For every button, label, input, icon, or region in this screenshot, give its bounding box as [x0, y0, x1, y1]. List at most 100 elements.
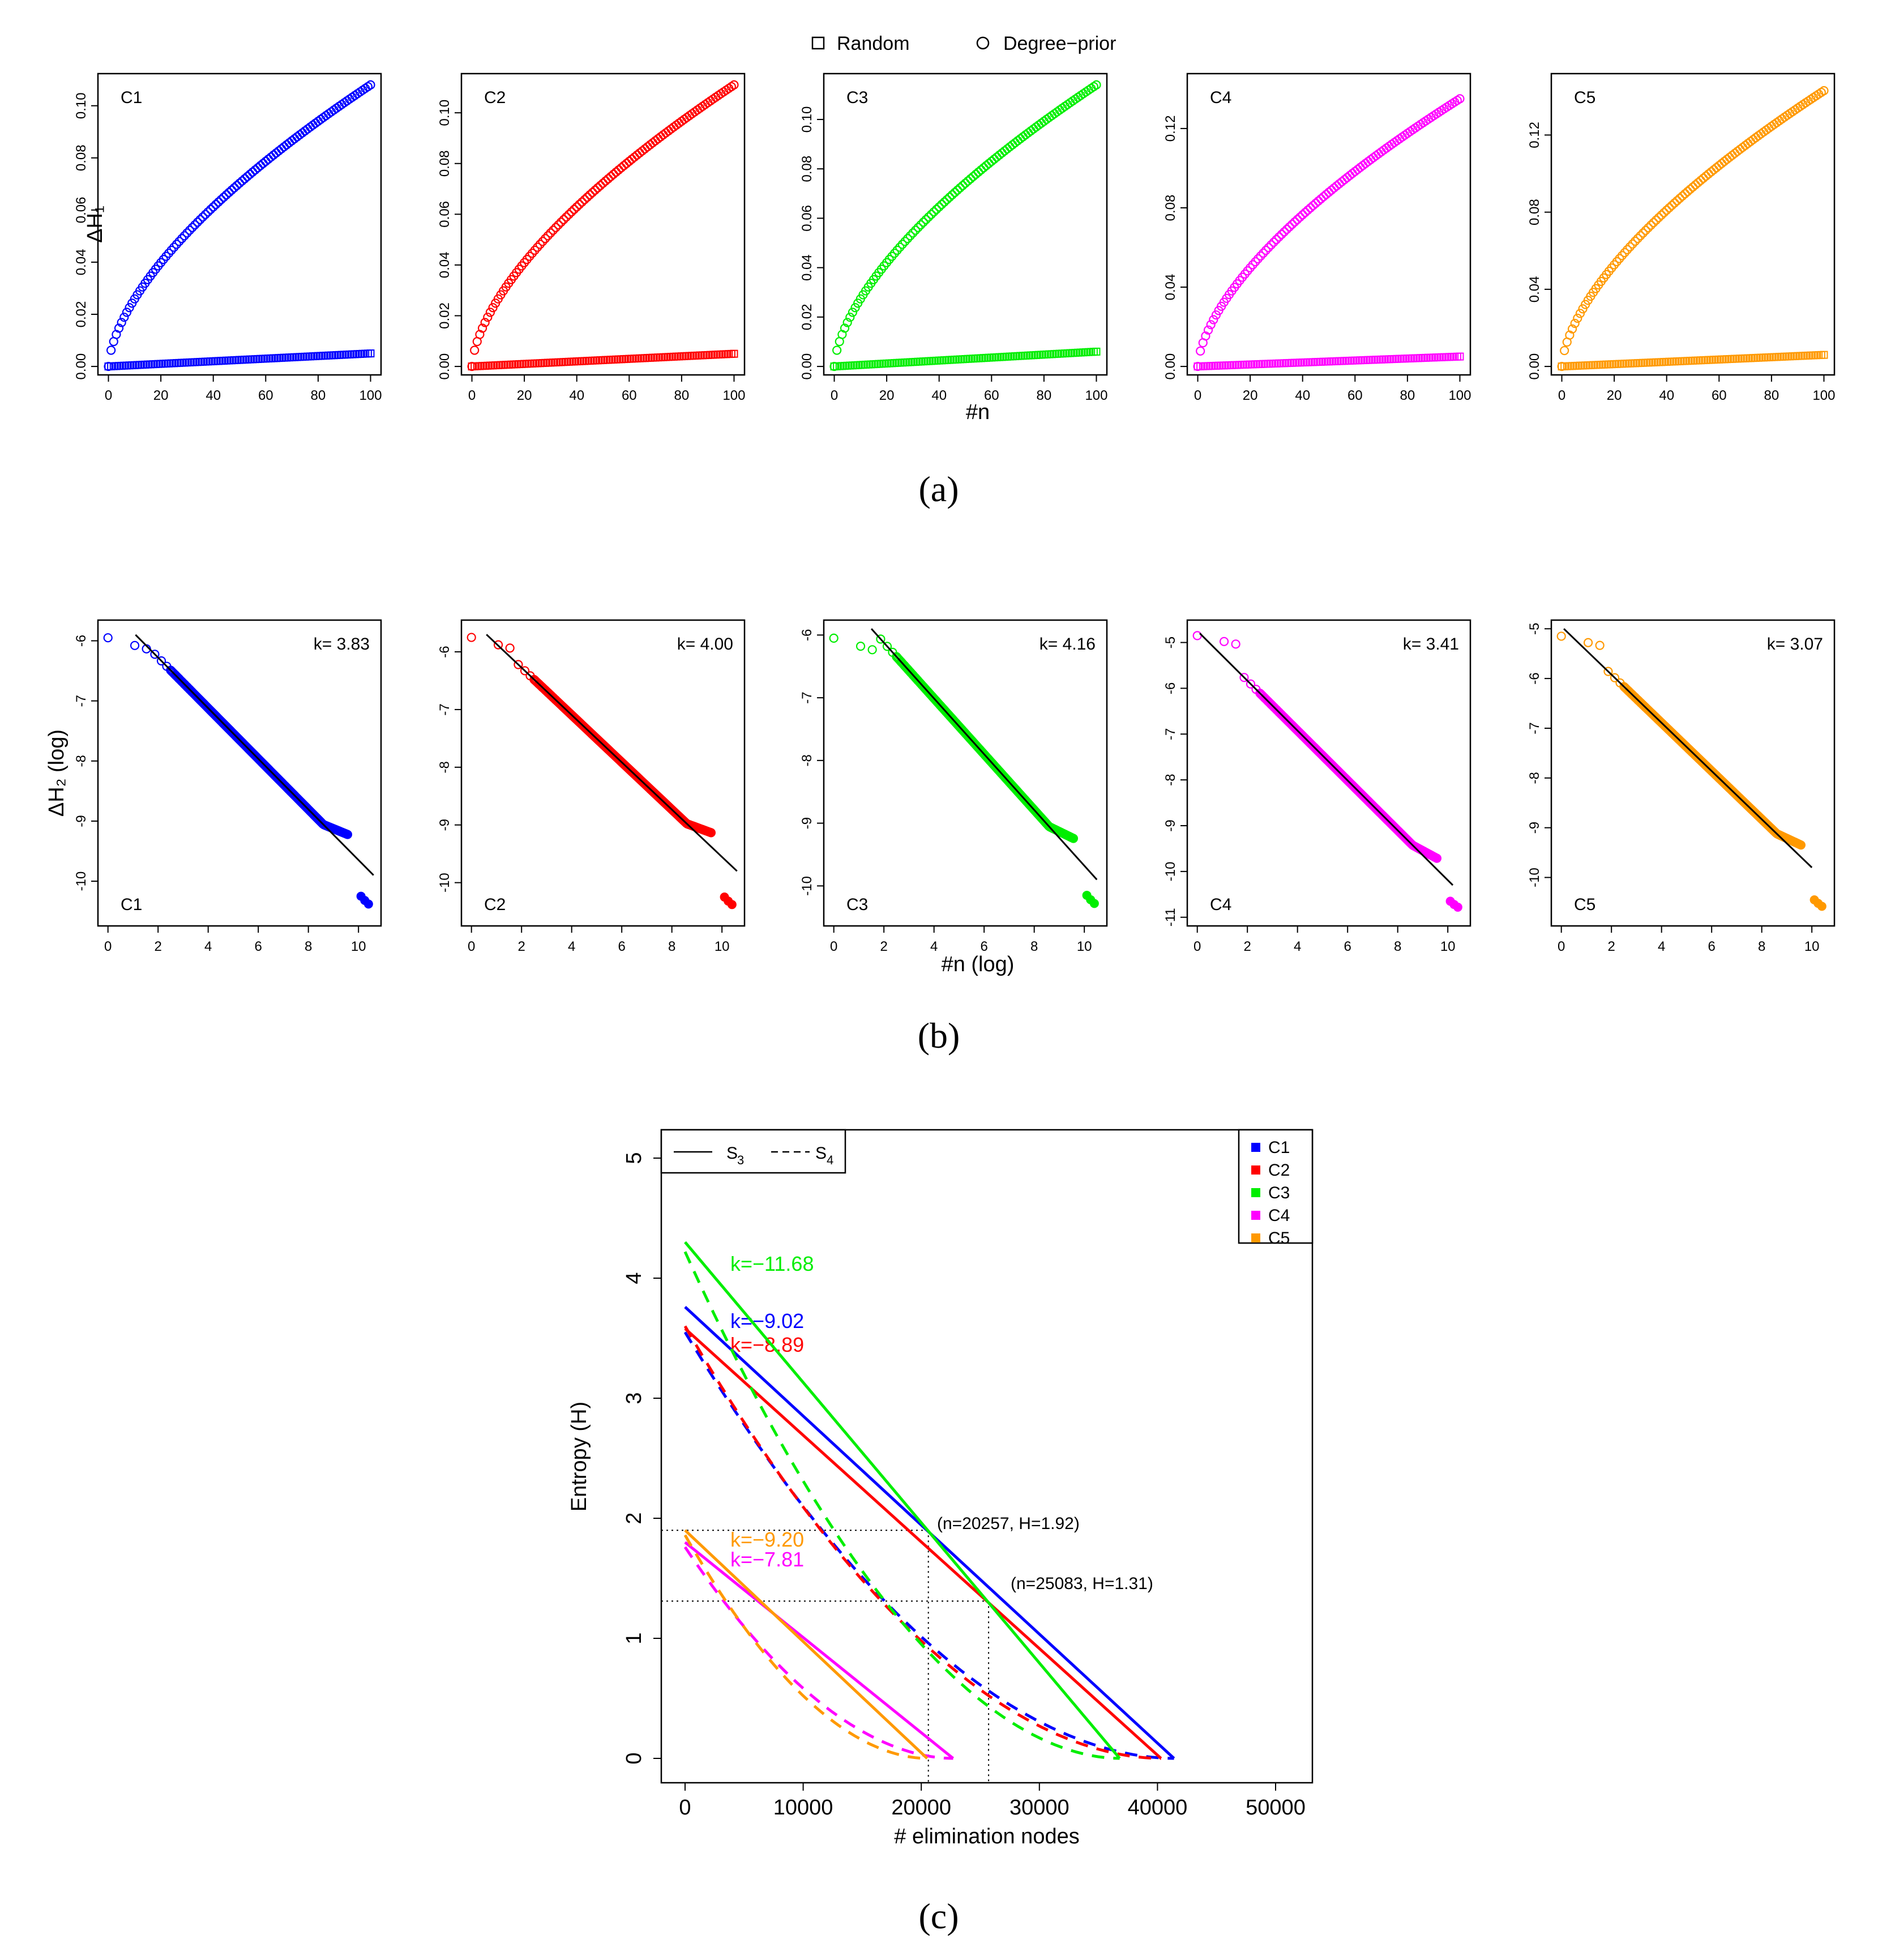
degree-prior-point [195, 215, 205, 224]
x-tick-label: 80 [1037, 388, 1052, 403]
degree-prior-point [1306, 203, 1315, 213]
degree-prior-point [1018, 132, 1028, 142]
legend-entry: C2 [1268, 1161, 1290, 1180]
legend-degree-prior-circle-marker [976, 36, 990, 50]
y-tick-label: 0.10 [437, 100, 452, 126]
k-value-label: k= 4.00 [677, 635, 733, 654]
plot-frame [97, 72, 382, 376]
log-point [1556, 631, 1566, 641]
x-tick-label: 20 [517, 388, 532, 403]
degree-prior-point [950, 187, 960, 197]
plot-frame [1550, 619, 1836, 927]
degree-prior-point [1361, 159, 1370, 168]
x-tick-label: 0 [1558, 388, 1565, 403]
k-slope-label: k=−8.89 [730, 1333, 804, 1356]
s4-curve [683, 1534, 927, 1760]
panel-b-c1: 0 2 4 6 8 10 -10 -9 -8 -7 -6 C1 k= 3.83 [74, 619, 382, 954]
degree-prior-point [653, 134, 663, 144]
degree-prior-point [1016, 134, 1025, 144]
degree-prior-point [638, 146, 647, 156]
degree-prior-point [918, 217, 929, 227]
degree-prior-point [227, 185, 237, 195]
x-tick-label: 20 [1243, 388, 1258, 403]
degree-prior-point [1251, 257, 1260, 267]
degree-prior-point [958, 181, 968, 190]
series-degree-prior [829, 80, 1101, 371]
degree-prior-point [1269, 237, 1278, 247]
x-tick-label: 10 [1804, 939, 1820, 954]
degree-prior-point [968, 172, 978, 181]
degree-prior-point [1725, 152, 1734, 162]
degree-prior-point [651, 136, 660, 146]
k-slope-label: k=−9.02 [730, 1309, 804, 1333]
degree-prior-point [1261, 245, 1270, 255]
degree-prior-point [572, 202, 581, 212]
style-legend: S3 S 4 [660, 1129, 846, 1174]
degree-prior-point [916, 220, 926, 230]
degree-prior-point [1248, 260, 1257, 270]
degree-prior-point [1670, 198, 1679, 208]
x-tick-label: 20 [153, 388, 169, 403]
degree-prior-point [829, 361, 839, 371]
log-point [1432, 853, 1442, 863]
degree-prior-point [903, 234, 913, 244]
degree-prior-point [1355, 163, 1365, 172]
log-point [467, 633, 476, 642]
degree-prior-point [955, 183, 965, 193]
panel-name: C4 [1210, 88, 1231, 107]
degree-prior-point [1727, 151, 1737, 160]
degree-prior-point [1573, 313, 1582, 323]
degree-prior-point [1209, 315, 1218, 324]
degree-prior-point [1722, 155, 1732, 164]
log-point [867, 645, 877, 655]
s4-curve [683, 1251, 1120, 1760]
x-tick-label: 80 [1764, 388, 1779, 403]
annotation-label: (n=20257, H=1.92) [937, 1514, 1080, 1533]
degree-prior-point [1274, 232, 1284, 242]
y-tick-label: -7 [1527, 722, 1542, 734]
x-tick-label: 0 [831, 388, 838, 403]
legend-swatch [1251, 1211, 1260, 1220]
log-point [1603, 667, 1613, 676]
degree-prior-point [1311, 198, 1320, 208]
degree-prior-point [282, 140, 292, 150]
degree-prior-point [1021, 130, 1030, 140]
y-tick-label: 0.02 [437, 302, 452, 329]
degree-prior-point [106, 345, 116, 355]
s3-line [684, 1327, 1162, 1760]
y-tick-label: 0.04 [1527, 276, 1542, 303]
plot-frame [97, 619, 382, 927]
degree-prior-point [206, 204, 216, 214]
degree-prior-point [1347, 169, 1357, 178]
degree-prior-point [947, 190, 957, 200]
log-point [520, 666, 530, 676]
x-tick-label: 60 [1712, 388, 1727, 403]
degree-prior-point [643, 142, 652, 152]
degree-prior-point [533, 242, 542, 252]
degree-prior-point [554, 220, 563, 230]
x-tick-label: 2 [1608, 939, 1615, 954]
degree-prior-point [1730, 148, 1740, 158]
degree-prior-point [1659, 208, 1669, 217]
degree-prior-point [1560, 345, 1569, 356]
degree-prior-point [942, 195, 952, 204]
y-tick-label: -9 [1527, 822, 1542, 834]
s3-line [684, 1529, 929, 1760]
x-tick-label: 100 [1812, 388, 1835, 403]
degree-prior-point [1686, 185, 1695, 194]
degree-prior-point [1024, 128, 1033, 138]
y-tick-label: -7 [1163, 728, 1178, 740]
degree-prior-point [1211, 310, 1221, 320]
y-tick-label: 0.00 [1527, 353, 1542, 380]
degree-prior-point [1201, 331, 1210, 341]
panel-a-c2: 0 20 40 60 80 100 0.00 0.02 0.04 0.06 0.08 0.10 C2 [437, 72, 746, 403]
degree-prior-point [538, 237, 547, 246]
x-tick-label: 2 [1244, 939, 1251, 954]
degree-prior-point [535, 240, 545, 249]
series-points [1556, 631, 1826, 911]
series-random [104, 349, 375, 371]
degree-prior-point [117, 318, 126, 327]
panel-b-c5: 0 2 4 6 8 10 -10 -9 -8 -7 -6 -5 C5 k= 3.07 [1527, 619, 1836, 954]
degree-prior-point [1623, 245, 1632, 255]
log-point [156, 656, 166, 666]
